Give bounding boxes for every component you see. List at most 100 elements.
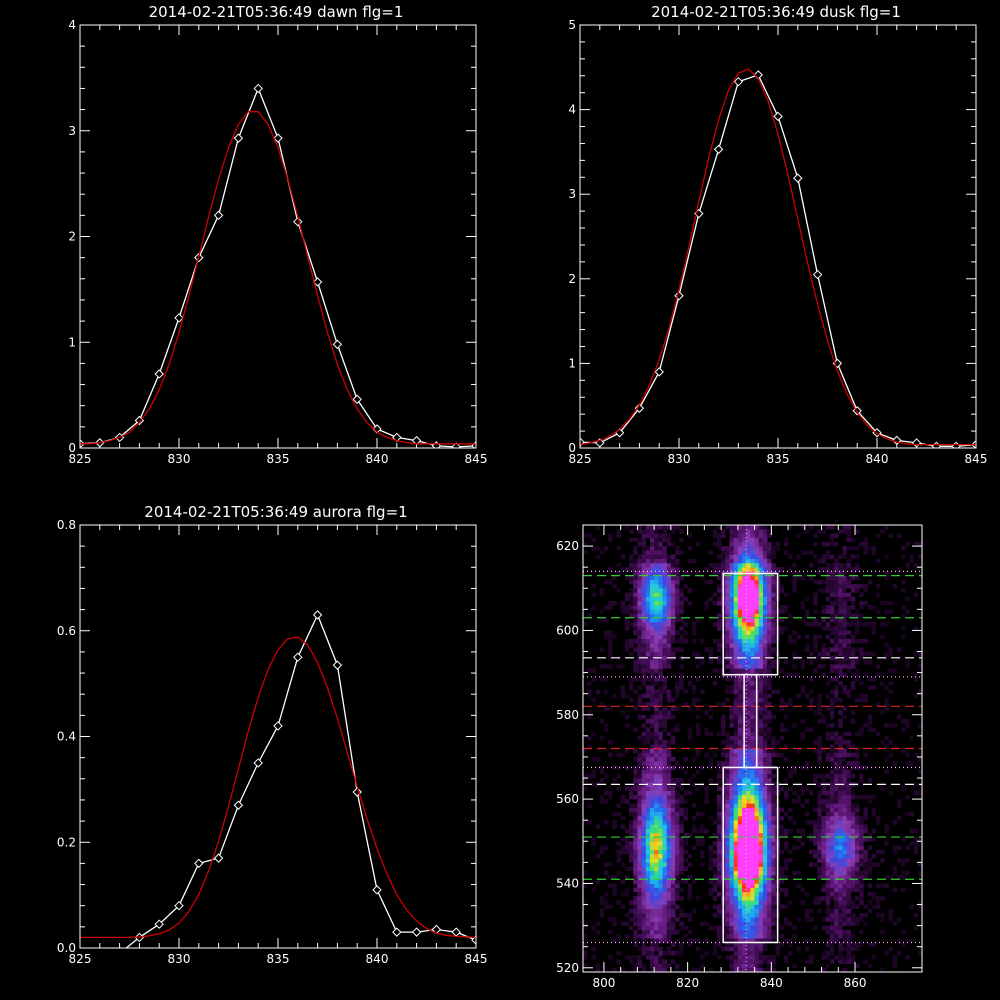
- spectrogram-pixel: [691, 638, 697, 644]
- spectrogram-pixel: [637, 959, 642, 964]
- spectrogram-pixel: [758, 546, 764, 551]
- spectrogram-pixel: [645, 955, 651, 960]
- spectrogram-pixel: [620, 693, 626, 699]
- spectrogram-pixel: [721, 761, 726, 766]
- spectrogram-pixel: [825, 815, 831, 821]
- spectrogram-pixel: [742, 558, 747, 564]
- spectrogram-pixel: [767, 630, 772, 635]
- spectrogram-pixel: [633, 858, 638, 863]
- spectrogram-pixel: [620, 600, 626, 606]
- spectrogram-pixel: [599, 845, 605, 851]
- spectrogram-pixel: [846, 769, 852, 775]
- spectrogram-pixel: [758, 815, 764, 821]
- spectrogram-pixel: [850, 567, 856, 572]
- spectrogram-pixel: [658, 575, 663, 581]
- spectrogram-pixel: [817, 841, 822, 846]
- spectrogram-pixel: [654, 672, 659, 678]
- spectrogram-pixel: [821, 579, 827, 585]
- spectrogram-pixel: [645, 870, 651, 876]
- spectrogram-pixel: [737, 761, 743, 766]
- spectrogram-pixel: [683, 769, 688, 775]
- spectrogram-pixel: [846, 794, 852, 800]
- spectrogram-pixel: [758, 955, 764, 960]
- spectrogram-pixel: [834, 921, 839, 926]
- spectrogram-pixel: [658, 621, 663, 627]
- spectrogram-pixel: [637, 879, 642, 884]
- spectrogram-pixel: [629, 638, 634, 644]
- spectrogram-pixel: [658, 845, 663, 851]
- spectrogram-pixel: [641, 529, 647, 534]
- spectrogram-pixel: [842, 934, 847, 939]
- spectrogram-pixel: [662, 655, 668, 661]
- spectrogram-pixel: [737, 689, 743, 694]
- spectrogram-pixel: [666, 740, 672, 745]
- spectrogram-pixel: [863, 584, 868, 589]
- spectrogram-pixel: [783, 811, 789, 817]
- spectrogram-pixel: [779, 605, 785, 610]
- spectrogram-axes-frame: [582, 524, 923, 973]
- spectrogram-pixel: [649, 529, 655, 534]
- spectrogram-pixel: [733, 845, 739, 851]
- spectrogram-pixel: [767, 837, 772, 842]
- spectrogram-pixel: [637, 634, 642, 640]
- spectrogram-pixel: [750, 613, 755, 619]
- spectrogram-pixel: [754, 824, 760, 829]
- spectrogram-pixel: [649, 638, 655, 644]
- spectrogram-pixel: [742, 609, 747, 614]
- spectrogram-pixel: [792, 672, 797, 678]
- spectrogram-pixel: [624, 647, 630, 652]
- spectrogram-pixel: [855, 845, 860, 851]
- spectrogram-pixel: [670, 567, 676, 572]
- spectrogram-pixel: [637, 596, 642, 602]
- aurora-data-point: [293, 652, 303, 662]
- spectrogram-pixel: [716, 912, 722, 918]
- spectrogram-pixel: [863, 600, 868, 606]
- spectrogram-pixel: [825, 588, 831, 593]
- spectrogram-pixel: [654, 567, 659, 572]
- spectrogram-pixel: [675, 803, 680, 808]
- spectrogram-pixel: [809, 917, 814, 922]
- spectrogram-pixel: [779, 849, 785, 855]
- spectrogram-pixel: [649, 672, 655, 678]
- spectrogram-pixel: [658, 647, 663, 652]
- spectrogram-pixel: [829, 554, 835, 560]
- spectrogram-pixel: [679, 529, 684, 534]
- spectrogram-pixel: [599, 908, 605, 914]
- spectrogram-pixel: [800, 685, 806, 690]
- spectrogram-pixel: [846, 740, 852, 745]
- spectrogram-pixel: [880, 912, 885, 918]
- spectrogram-pixel: [746, 946, 751, 952]
- spectrogram-pixel: [683, 858, 688, 863]
- spectrogram-pixel: [670, 575, 676, 581]
- spectrogram-pixel: [771, 862, 776, 867]
- spectrogram-pixel: [675, 723, 680, 728]
- spectrogram-pixel: [675, 862, 680, 867]
- spectrogram-pixel: [838, 845, 843, 851]
- spectrogram-pixel: [913, 782, 919, 787]
- spectrogram-pixel: [587, 773, 592, 779]
- spectrogram-pixel: [850, 600, 856, 606]
- spectrogram-pixel: [817, 794, 822, 800]
- spectrogram-pixel: [612, 921, 617, 926]
- spectrogram-pixel: [850, 883, 856, 888]
- spectrogram-pixel: [767, 558, 772, 564]
- spectrogram-pixel: [637, 963, 642, 969]
- spectrogram-pixel: [654, 584, 659, 589]
- spectrogram-pixel: [850, 710, 856, 716]
- spectrogram-pixel: [771, 824, 776, 829]
- spectrogram-pixel: [633, 706, 638, 711]
- spectrogram-pixel: [679, 807, 684, 813]
- spectrogram-pixel: [649, 955, 655, 960]
- aurora-title: 2014-02-21T05:36:49 aurora flg=1: [144, 503, 407, 521]
- spectrogram-pixel: [754, 862, 760, 867]
- spectrogram-pixel: [762, 955, 768, 960]
- spectrogram-pixel: [608, 579, 613, 585]
- spectrogram-pixel: [758, 811, 764, 817]
- spectrogram-pixel: [783, 794, 789, 800]
- spectrogram-pixel: [675, 647, 680, 652]
- spectrogram-pixel: [829, 655, 835, 661]
- spectrogram-pixel: [658, 879, 663, 884]
- spectrogram-pixel: [746, 853, 751, 859]
- spectrogram-pixel: [583, 921, 588, 926]
- spectrogram-pixel: [729, 562, 734, 568]
